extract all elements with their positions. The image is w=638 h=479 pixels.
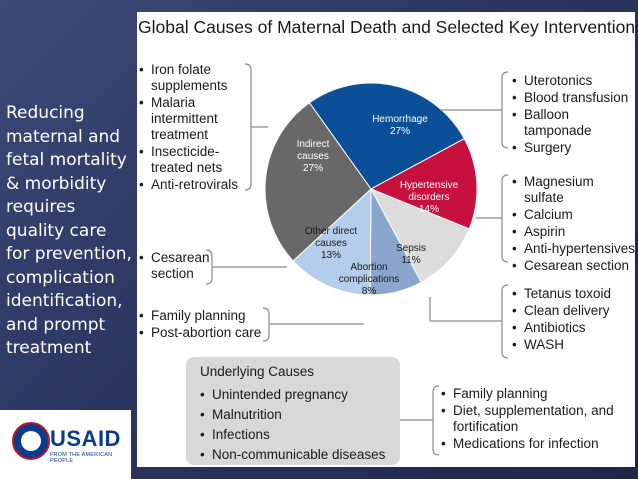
logo-wordmark: USAID — [50, 426, 121, 451]
indirect-intervention-item: Malaria intermittent treatment — [139, 95, 257, 143]
bracket-hypertensive — [501, 174, 509, 263]
abortion-intervention-item: Post-abortion care — [139, 325, 269, 341]
sepsis-intervention-item: Antibiotics — [512, 320, 636, 336]
slice-label-hypertensive: Hypertensive disorders 14% — [400, 180, 459, 215]
sepsis-intervention-item: Tetanus toxoid — [512, 286, 636, 302]
hypertensive-intervention-item: Calcium — [512, 207, 636, 223]
underlying-cause-item: Non-communicable diseases — [200, 445, 400, 464]
pie-slice-hemorrhage — [308, 82, 465, 190]
sepsis-intervention-item: WASH — [512, 337, 636, 353]
hemorrhage-interventions-list: UterotonicsBlood transfusionBalloon tamp… — [512, 73, 636, 157]
hypertensive-intervention-item: Aspirin — [512, 224, 636, 240]
underlying-cause-item: Infections — [200, 425, 400, 444]
indirect-interventions-list: Iron folate supplementsMalaria intermitt… — [139, 62, 257, 194]
pie-slice-other-direct — [292, 187, 372, 296]
usaid-seal-icon — [12, 422, 50, 460]
underlying-cause-item: Unintended pregnancy — [200, 385, 400, 404]
slice-label-sepsis: Sepsis 11% — [396, 243, 426, 266]
chart-title: Global Causes of Maternal Death and Sele… — [138, 17, 638, 37]
slice-label-other-direct: Other direct causes 13% — [305, 226, 357, 261]
indirect-intervention-item: Insecticide-treated nets — [139, 144, 257, 176]
underlying-causes-title: Underlying Causes — [200, 364, 315, 379]
indirect-intervention-item: Iron folate supplements — [139, 62, 257, 94]
usaid-logo: USAID FROM THE AMERICAN PEOPLE — [0, 410, 131, 479]
sidebar-text: Reducing maternal and fetal mortality & … — [6, 103, 132, 358]
slice-label-abortion: Abortion complications 8% — [339, 262, 400, 297]
indirect-intervention-item: Anti-retrovirals — [139, 177, 257, 193]
hemorrhage-intervention-item: Balloon tamponade — [512, 107, 636, 139]
slice-label-hemorrhage: Hemorrhage 27% — [372, 114, 428, 137]
bracket-hemorrhage — [501, 71, 509, 149]
underlying-intervention-item: Medications for infection — [441, 436, 621, 452]
pie-slice-sepsis — [369, 188, 470, 283]
hypertensive-intervention-item: Cesarean section — [512, 258, 636, 274]
slice-label-indirect: Indirect causes 27% — [297, 139, 330, 174]
hemorrhage-intervention-item: Blood transfusion — [512, 90, 636, 106]
underlying-intervention-item: Family planning — [441, 386, 621, 402]
sepsis-interventions-list: Tetanus toxoidClean deliveryAntibioticsW… — [512, 286, 636, 354]
hemorrhage-intervention-item: Surgery — [512, 140, 636, 156]
abortion-interventions-list: Family planningPost-abortion care — [139, 308, 269, 342]
bracket-underlying — [432, 385, 440, 456]
other-direct-intervention-item: Cesarean section — [139, 250, 239, 282]
underlying-cause-item: Malnutrition — [200, 405, 400, 424]
logo-tagline: FROM THE AMERICAN PEOPLE — [50, 452, 113, 464]
bracket-sepsis — [501, 284, 509, 359]
abortion-intervention-item: Family planning — [139, 308, 269, 324]
underlying-intervention-item: Diet, supplementation, and fortification — [441, 403, 621, 435]
hypertensive-intervention-item: Anti-hypertensives — [512, 241, 636, 257]
pie-slice-indirect — [264, 102, 372, 262]
hypertensive-interventions-list: Magnesium sulfateCalciumAspirinAnti-hype… — [512, 174, 636, 275]
underlying-interventions-list: Family planningDiet, supplementation, an… — [441, 386, 621, 453]
sepsis-intervention-item: Clean delivery — [512, 303, 636, 319]
pie-slice-hypertensive — [369, 138, 478, 230]
other-direct-interventions-list: Cesarean section — [139, 250, 239, 283]
underlying-causes-list: Unintended pregnancyMalnutritionInfectio… — [200, 385, 400, 465]
hypertensive-intervention-item: Magnesium sulfate — [512, 174, 636, 206]
hemorrhage-intervention-item: Uterotonics — [512, 73, 636, 89]
